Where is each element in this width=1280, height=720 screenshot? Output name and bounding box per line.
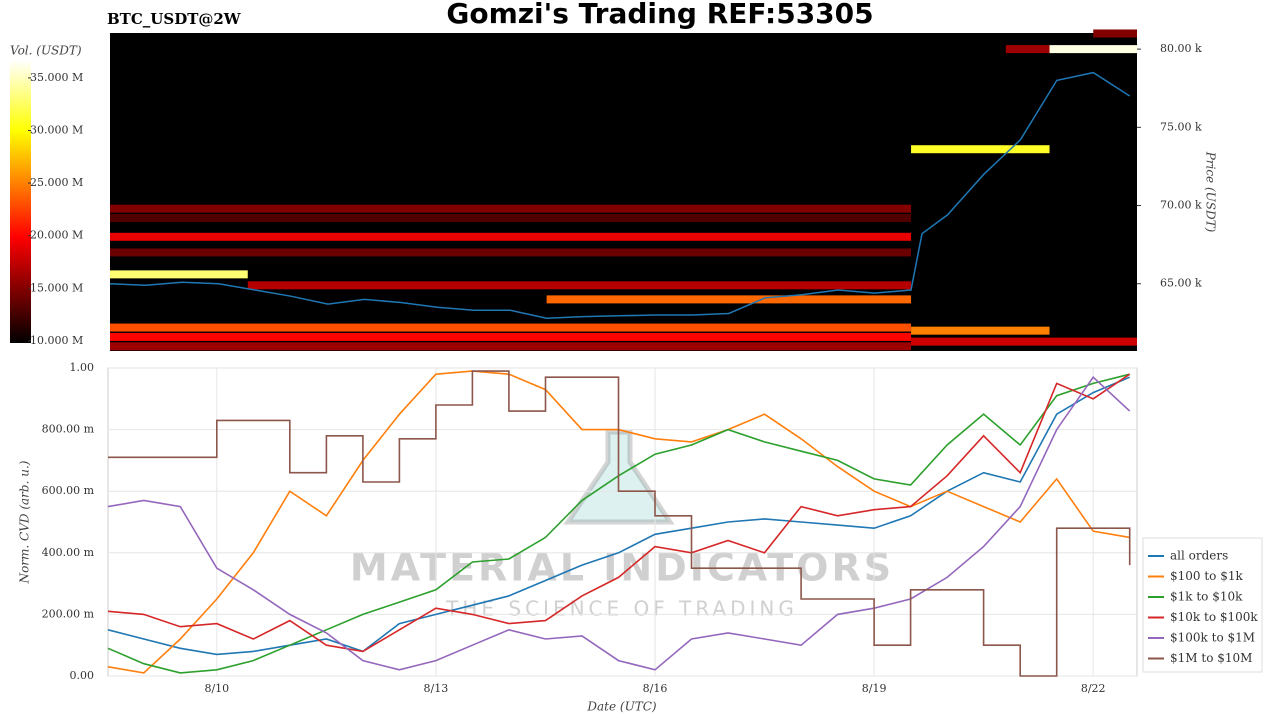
colorbar-tick-label: 25.000 M [30,176,83,189]
colorbar-tick-label: 30.000 M [30,123,83,136]
cvd-axis-label: Norm. CVD (arb. u.) [18,460,32,584]
y-tick-label: 800.00 m [42,423,95,436]
price-tick-label: 75.00 k [1160,120,1202,133]
cvd-line [108,370,1131,677]
y-tick-label: 400.00 m [42,546,95,559]
liquidity-band [110,332,912,341]
watermark-title: MATERIAL INDICATORS [350,546,894,590]
colorbar-tick-label: 35.000 M [30,71,83,84]
liquidity-band [110,214,912,223]
symbol-label: BTC_USDT@2W [107,10,242,28]
colorbar-tick-label: 15.000 M [30,281,83,294]
colorbar-tick-label: 20.000 M [30,229,83,242]
y-tick-label: 1.00 [70,361,95,374]
price-tick-label: 65.00 k [1160,277,1202,290]
price-tick-label: 70.00 k [1160,199,1202,212]
legend-label: all orders [1170,549,1228,563]
cvd-plot-area [107,367,1138,677]
legend-label: $100 to $1k [1170,569,1243,583]
price-tick-label: 80.00 k [1160,42,1202,55]
liquidity-band [247,281,912,290]
cvd-layer [107,367,1137,677]
liquidity-band [110,204,912,213]
liquidity-band [911,145,1050,154]
x-axis-label: Date (UTC) [586,700,656,714]
liquidity-band [110,270,248,279]
liquidity-band [1005,45,1050,54]
liquidity-band [110,232,912,241]
x-tick-label: 8/22 [1081,682,1106,695]
liquidity-band [911,326,1050,335]
price-axis-label: Price (USDT) [1204,151,1218,233]
legend-box [1142,537,1263,673]
liquidity-band [911,337,1137,346]
chart-title: Gomzi's Trading REF:53305 [446,0,873,30]
y-tick-label: 0.00 [70,669,95,682]
liquidity-band [110,323,912,332]
y-tick-label: 200.00 m [42,607,95,620]
price-line [109,71,1131,319]
cvd-line [107,373,1131,653]
legend-label: $100k to $1M [1170,631,1255,645]
legend-label: $1k to $10k [1170,590,1243,604]
liquidity-band [1049,45,1137,54]
legend-label: $10k to $100k [1170,610,1258,624]
x-tick-label: 8/16 [643,682,668,695]
liquidity-band [546,295,912,304]
x-tick-label: 8/10 [204,682,229,695]
legend-label: $1M to $10M [1170,651,1252,665]
heatmap-layer [109,29,1137,351]
y-tick-label: 600.00 m [42,484,95,497]
x-tick-label: 8/13 [424,682,449,695]
cvd-line [107,375,1131,671]
x-tick-label: 8/19 [862,682,887,695]
cvd-line [107,376,1131,656]
colorbar-tick-label: 10.000 M [30,334,83,347]
liquidity-band [1093,29,1137,38]
liquidity-band [110,248,912,257]
colorbar-label: Vol. (USDT) [10,44,82,58]
liquidity-band [110,342,912,351]
watermark-subtitle: THE SCIENCE OF TRADING [445,597,798,621]
colorbar [10,60,31,343]
